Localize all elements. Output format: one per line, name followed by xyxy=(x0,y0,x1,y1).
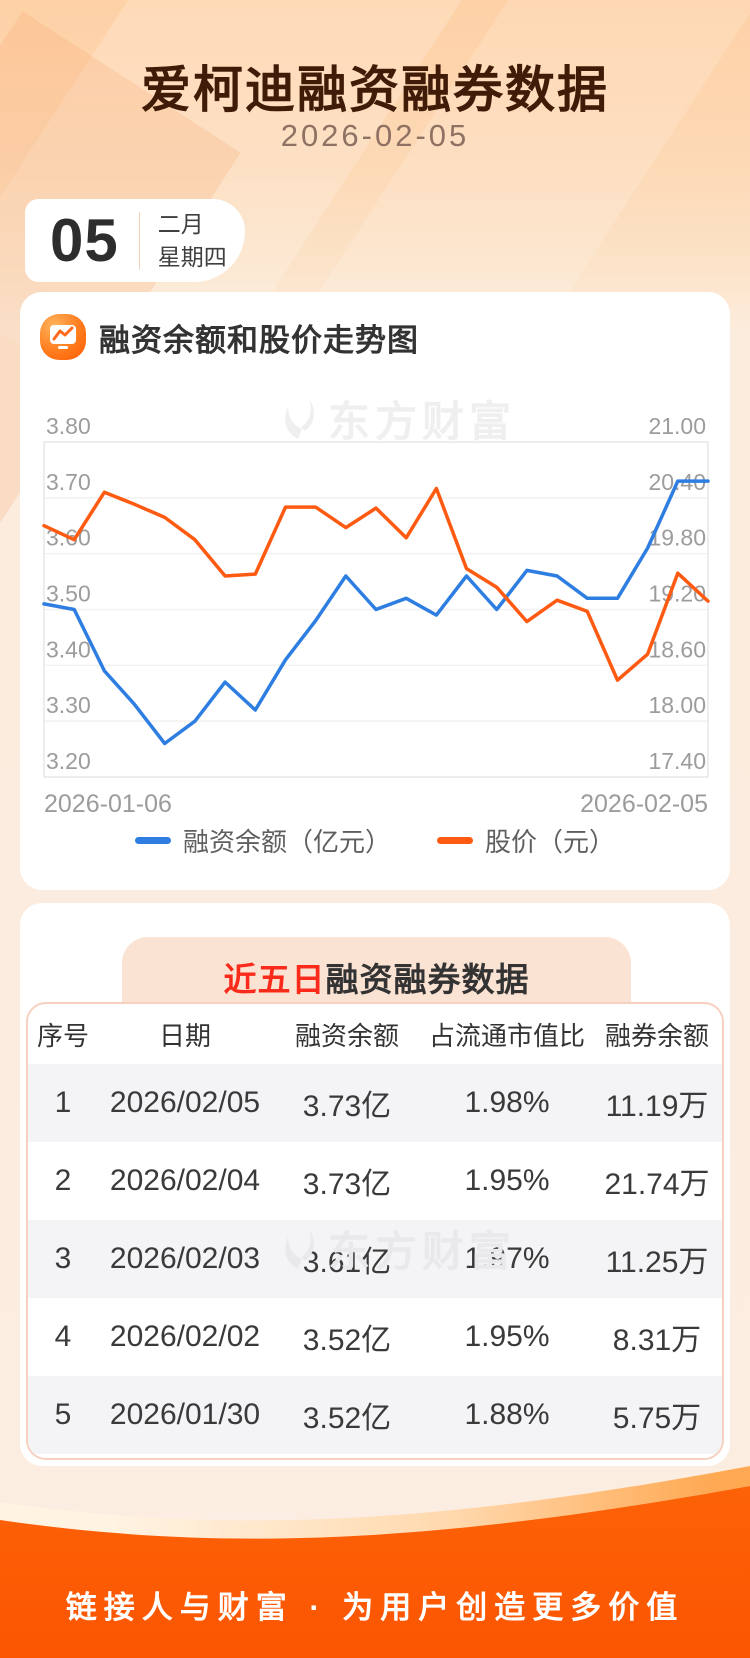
table-card: 近五日融资融券数据 序号 日期 融资余额 占流通市值比 融券余额 1 2026/02/05… xyxy=(20,903,730,1466)
right-axis-tick: 19.20 xyxy=(648,581,706,607)
table-cell: 2026/02/05 xyxy=(109,1086,261,1119)
chart-section-title: 融资余额和股价走势图 xyxy=(99,322,419,358)
x-axis-end-label: 2026-02-05 xyxy=(580,790,708,818)
table-cell: 3.73亿 xyxy=(302,1090,392,1123)
date-weekday: 星期四 xyxy=(157,243,227,270)
table-cell: 11.19万 xyxy=(605,1090,709,1123)
table-row: 3 2026/02/03 3.61亿 1.97% 11.25万 xyxy=(28,1220,722,1298)
date-card: 05 二月 星期四 xyxy=(25,199,245,282)
table-cell: 2026/02/03 xyxy=(109,1242,261,1275)
table-cell: 1.88% xyxy=(464,1398,550,1431)
table-cell: 11.25万 xyxy=(605,1246,709,1279)
legend-item-margin-balance: 融资余额（亿元） xyxy=(134,822,391,859)
left-axis-tick: 3.20 xyxy=(46,748,91,774)
right-axis-tick: 18.60 xyxy=(648,636,706,662)
table-body: 1 2026/02/05 3.73亿 1.98% 11.19万 2 2026/02/04 3.… xyxy=(28,1064,722,1454)
table-cell: 1.97% xyxy=(464,1242,550,1275)
left-axis-tick: 3.80 xyxy=(46,413,91,439)
table-title-highlight: 近五日 xyxy=(223,961,326,998)
legend-label: 股价（元） xyxy=(485,827,616,857)
table-cell: 5 xyxy=(54,1398,72,1431)
table-cell: 3.52亿 xyxy=(302,1402,392,1435)
legend-dash-orange xyxy=(437,837,473,844)
table-row: 5 2026/01/30 3.52亿 1.88% 5.75万 xyxy=(28,1376,722,1454)
date-month-weekday: 二月 星期四 xyxy=(158,208,227,274)
column-header: 日期 xyxy=(158,1020,211,1051)
table-cell: 1.98% xyxy=(464,1086,550,1119)
date-divider xyxy=(138,211,140,270)
table-cell: 1 xyxy=(54,1086,72,1119)
legend-label: 融资余额（亿元） xyxy=(182,827,391,857)
table-cell: 2026/02/02 xyxy=(109,1320,261,1353)
right-axis-tick: 21.00 xyxy=(648,413,706,439)
table-cell: 4 xyxy=(54,1320,72,1353)
chart-legend: 融资余额（亿元） 股价（元） xyxy=(0,822,750,859)
table-cell: 2026/01/30 xyxy=(109,1398,261,1431)
table-title: 近五日融资融券数据 xyxy=(122,953,631,1001)
column-header: 占流通市值比 xyxy=(428,1020,585,1051)
left-axis-tick: 3.70 xyxy=(46,469,91,495)
left-axis-tick: 3.50 xyxy=(46,581,91,607)
footer: 链接人与财富 · 为用户创造更多价值 xyxy=(0,1440,750,1658)
left-axis-tick: 3.40 xyxy=(46,636,91,662)
table-cell: 2 xyxy=(54,1164,72,1197)
line-series-stock-price xyxy=(42,486,710,682)
line-series-margin-balance xyxy=(42,479,710,746)
table-row: 2 2026/02/04 3.73亿 1.95% 21.74万 xyxy=(28,1142,722,1220)
table-cell: 5.75万 xyxy=(612,1402,702,1435)
table-title-rest: 融资融券数据 xyxy=(325,961,530,998)
table-cell: 21.74万 xyxy=(604,1168,710,1201)
right-axis-tick: 18.00 xyxy=(648,692,706,718)
page-title: 爱柯迪融资融券数据 xyxy=(141,62,609,118)
table-cell: 3.52亿 xyxy=(302,1324,392,1357)
data-table: 序号 日期 融资余额 占流通市值比 融券余额 1 2026/02/05 3.73亿 1.98%… xyxy=(26,1002,724,1460)
chart-trend-icon xyxy=(40,314,86,360)
footer-swoosh xyxy=(0,1466,750,1658)
table-row: 4 2026/02/02 3.52亿 1.95% 8.31万 xyxy=(28,1298,722,1376)
table-cell: 3.61亿 xyxy=(302,1246,392,1279)
table-header-row: 序号 日期 融资余额 占流通市值比 融券余额 xyxy=(28,1004,722,1064)
table-cell: 1.95% xyxy=(464,1164,550,1197)
chart-card: 融资余额和股价走势图 xyxy=(20,292,730,890)
table-cell: 8.31万 xyxy=(612,1324,702,1357)
left-axis-tick: 3.30 xyxy=(46,692,91,718)
legend-item-stock-price: 股价（元） xyxy=(437,822,615,859)
footer-slogan: 链接人与财富 · 为用户创造更多价值 xyxy=(65,1590,685,1625)
chart-section-header: 融资余额和股价走势图 xyxy=(40,314,419,360)
x-axis-start-label: 2026-01-06 xyxy=(44,790,172,818)
column-header: 融券余额 xyxy=(604,1020,709,1051)
column-header: 序号 xyxy=(36,1020,89,1051)
right-axis-tick: 17.40 xyxy=(648,748,706,774)
trend-chart: 3.80 21.003.70 20.403.60 19.803.50 19.203.40… xyxy=(42,413,710,818)
page-date: 2026-02-05 xyxy=(280,118,470,153)
legend-dash-blue xyxy=(134,837,171,844)
chart-icon-stand xyxy=(58,346,68,349)
date-day: 05 xyxy=(50,207,119,274)
column-header: 融资余额 xyxy=(294,1020,399,1051)
table-cell: 2026/02/04 xyxy=(109,1164,261,1197)
table-cell: 3 xyxy=(54,1242,72,1275)
table-cell: 1.95% xyxy=(464,1320,550,1353)
table-cell: 3.73亿 xyxy=(302,1168,392,1201)
table-row: 1 2026/02/05 3.73亿 1.98% 11.19万 xyxy=(28,1064,722,1142)
date-month: 二月 xyxy=(157,210,204,237)
